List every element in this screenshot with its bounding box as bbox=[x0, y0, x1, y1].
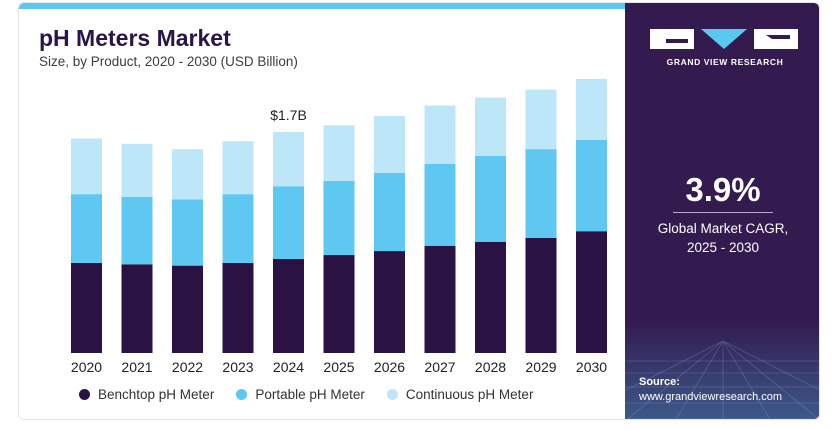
bar-segment-2021-portable-ph-meter bbox=[121, 196, 153, 265]
bar-segment-2027-benchtop-ph-meter bbox=[424, 245, 456, 353]
bar-segment-2030-benchtop-ph-meter bbox=[576, 231, 607, 353]
source-url[interactable]: www.grandviewresearch.com bbox=[639, 391, 783, 403]
legend-item-portable: Portable pH Meter bbox=[236, 387, 365, 402]
logo-mark-icon bbox=[650, 29, 798, 49]
bar-segment-2029-continuous-ph-meter bbox=[525, 89, 557, 150]
bar-segment-2027-portable-ph-meter bbox=[424, 163, 456, 246]
chart-panel: pH Meters Market Size, by Product, 2020 … bbox=[19, 3, 625, 419]
bar-segment-2029-benchtop-ph-meter bbox=[525, 237, 557, 353]
bar-segment-2020-benchtop-ph-meter bbox=[71, 262, 102, 353]
report-card: pH Meters Market Size, by Product, 2020 … bbox=[18, 2, 820, 420]
bar-segment-2023-benchtop-ph-meter bbox=[222, 262, 254, 353]
source-note: Source: www.grandviewresearch.com bbox=[639, 375, 782, 405]
legend-label-benchtop: Benchtop pH Meter bbox=[98, 387, 215, 402]
bar-segment-2020-portable-ph-meter bbox=[71, 194, 102, 263]
bar-segment-2025-benchtop-ph-meter bbox=[323, 255, 355, 353]
bar-segment-2020-continuous-ph-meter bbox=[71, 138, 102, 195]
bar-segment-2026-portable-ph-meter bbox=[374, 172, 405, 252]
bar-segment-2024-portable-ph-meter bbox=[273, 186, 304, 260]
source-label: Source: bbox=[639, 376, 680, 388]
x-tick-label-2027: 2027 bbox=[424, 359, 455, 375]
legend-label-continuous: Continuous pH Meter bbox=[405, 387, 534, 402]
legend-swatch-benchtop bbox=[79, 389, 90, 400]
data-label-2024: $1.7B bbox=[270, 107, 307, 123]
chart-legend: Benchtop pH Meter Portable pH Meter Cont… bbox=[79, 387, 533, 402]
legend-swatch-continuous bbox=[386, 389, 398, 400]
x-tick-label-2023: 2023 bbox=[222, 359, 253, 375]
bar-segment-2023-continuous-ph-meter bbox=[222, 141, 254, 195]
bar-segment-2022-continuous-ph-meter bbox=[172, 149, 203, 200]
x-tick-label-2029: 2029 bbox=[525, 359, 556, 375]
legend-item-benchtop: Benchtop pH Meter bbox=[79, 387, 214, 402]
bar-segment-2021-continuous-ph-meter bbox=[121, 143, 153, 197]
bar-segment-2029-portable-ph-meter bbox=[525, 149, 557, 238]
cagr-label-line-1: Global Market CAGR, bbox=[657, 221, 789, 236]
bar-segment-2025-portable-ph-meter bbox=[323, 180, 355, 256]
cagr-label: Global Market CAGR, 2025 - 2030 bbox=[625, 219, 819, 257]
bar-segment-2026-benchtop-ph-meter bbox=[374, 251, 405, 353]
bar-segment-2025-continuous-ph-meter bbox=[323, 125, 355, 181]
brand-name: GRAND VIEW RESEARCH bbox=[666, 57, 784, 67]
x-tick-label-2028: 2028 bbox=[475, 359, 506, 375]
x-tick-label-2025: 2025 bbox=[323, 359, 354, 375]
bar-segment-2024-continuous-ph-meter bbox=[273, 131, 304, 187]
cagr-value: 3.9% bbox=[685, 171, 761, 208]
x-tick-label-2020: 2020 bbox=[71, 359, 102, 375]
bar-segment-2023-portable-ph-meter bbox=[222, 194, 254, 263]
bar-segment-2030-continuous-ph-meter bbox=[576, 78, 607, 140]
legend-swatch-portable bbox=[236, 389, 248, 400]
bar-chart: 2020 2021 2022 2023 2024 $1.7B 2025 2026 2027 202… bbox=[71, 78, 607, 375]
bar-segment-2021-benchtop-ph-meter bbox=[121, 264, 153, 353]
chart-subtitle: Size, by Product, 2020 - 2030 (USD Billi… bbox=[39, 54, 298, 69]
bar-segment-2028-portable-ph-meter bbox=[475, 155, 506, 242]
bar-segment-2026-continuous-ph-meter bbox=[374, 116, 405, 173]
legend-label-portable: Portable pH Meter bbox=[255, 387, 365, 402]
bar-segment-2024-benchtop-ph-meter bbox=[273, 259, 304, 353]
x-tick-label-2022: 2022 bbox=[172, 359, 203, 375]
bar-segment-2022-benchtop-ph-meter bbox=[172, 265, 203, 353]
bar-segment-2028-continuous-ph-meter bbox=[475, 97, 506, 156]
x-tick-label-2021: 2021 bbox=[121, 359, 152, 375]
x-tick-label-2024: 2024 bbox=[273, 359, 304, 375]
legend-item-continuous: Continuous pH Meter bbox=[386, 387, 534, 402]
bar-segment-2028-benchtop-ph-meter bbox=[475, 241, 506, 353]
grand-view-research-logo: GRAND VIEW RESEARCH bbox=[650, 23, 800, 67]
x-tick-label-2026: 2026 bbox=[374, 359, 405, 375]
divider bbox=[673, 212, 773, 213]
chart-title: pH Meters Market bbox=[39, 25, 231, 51]
bar-segment-2030-portable-ph-meter bbox=[576, 139, 607, 232]
x-tick-label-2030: 2030 bbox=[576, 359, 607, 375]
grid-background-graphic bbox=[625, 321, 819, 419]
summary-panel: GRAND VIEW RESEARCH 3.9% Global Market C… bbox=[625, 3, 819, 419]
bar-segment-2027-continuous-ph-meter bbox=[424, 105, 456, 164]
cagr-label-line-2: 2025 - 2030 bbox=[686, 240, 760, 255]
bar-segment-2022-portable-ph-meter bbox=[172, 199, 203, 266]
accent-stripe bbox=[19, 3, 625, 9]
